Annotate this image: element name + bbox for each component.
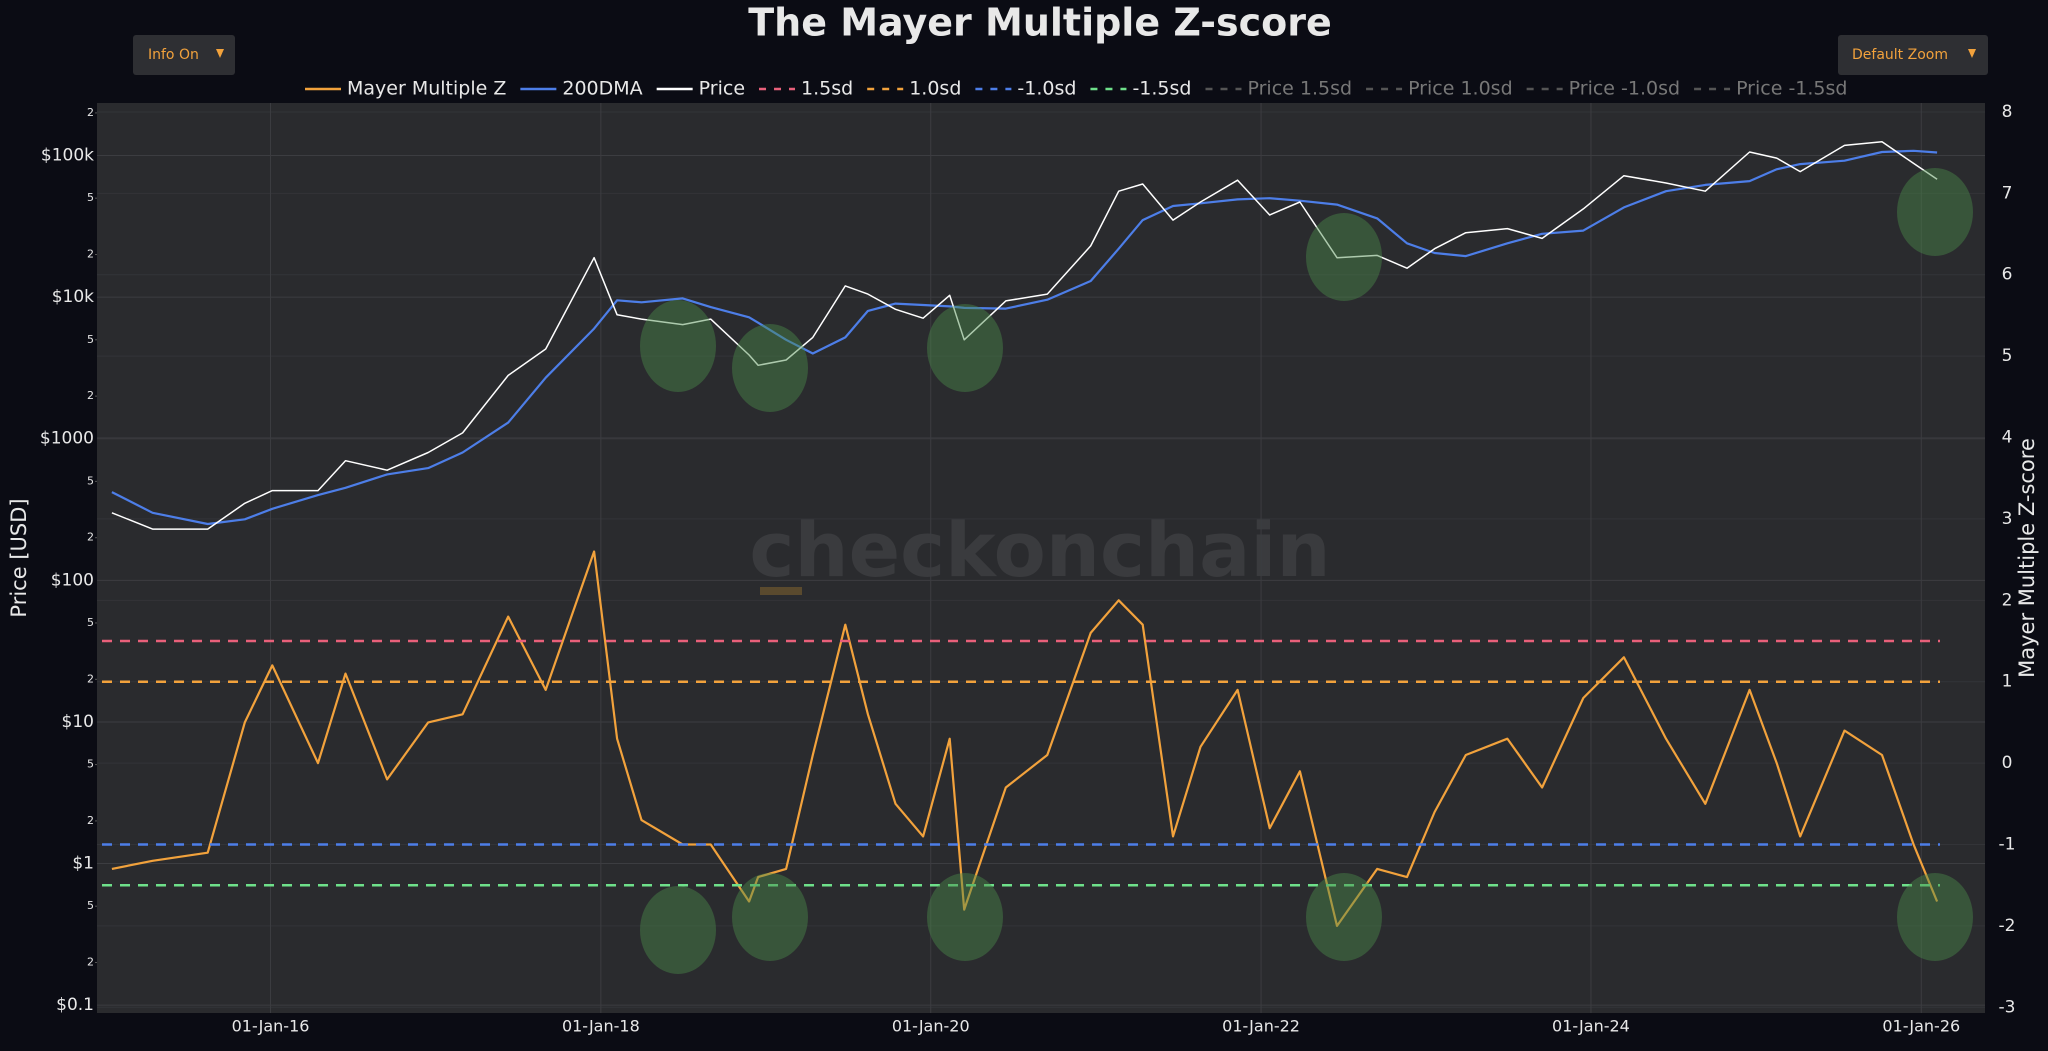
y-tick-label: 5 bbox=[87, 333, 94, 346]
highlight-circle bbox=[927, 304, 1003, 392]
highlight-circle bbox=[640, 886, 716, 974]
y2-tick-label: -1 bbox=[1999, 835, 2016, 855]
highlight-circle bbox=[1306, 873, 1382, 961]
y-tick-label: 2 bbox=[87, 248, 94, 261]
x-tick-label: 01-Jan-22 bbox=[1222, 1017, 1300, 1036]
y2-tick-label: 6 bbox=[2002, 265, 2013, 285]
y-tick-label: 5 bbox=[87, 899, 94, 912]
y-tick-label: 5 bbox=[87, 758, 94, 771]
highlight-circle bbox=[732, 324, 808, 412]
watermark-bar bbox=[760, 587, 802, 595]
button-label[interactable]: Default Zoom bbox=[1852, 47, 1948, 63]
y-axis-title: Price [USD] bbox=[7, 498, 31, 617]
y-tick-label: 2 bbox=[87, 956, 94, 969]
y2-tick-label: -2 bbox=[1999, 916, 2016, 936]
highlight-circle bbox=[927, 873, 1003, 961]
x-tick-label: 01-Jan-26 bbox=[1882, 1017, 1960, 1036]
y2-tick-label: -3 bbox=[1999, 997, 2016, 1017]
y-tick-label: 2 bbox=[87, 814, 94, 827]
y-tick-label: $1 bbox=[72, 854, 94, 874]
y-tick-label: $1000 bbox=[40, 429, 94, 449]
y-tick-label: 2 bbox=[87, 389, 94, 402]
zoom-button[interactable]: Default Zoom bbox=[1838, 35, 1988, 75]
y2-tick-label: 5 bbox=[2002, 346, 2013, 366]
highlight-circle bbox=[1897, 873, 1973, 961]
highlight-circle bbox=[1897, 168, 1973, 256]
series-line bbox=[111, 141, 1938, 530]
series-line bbox=[111, 550, 1939, 927]
series-line bbox=[111, 149, 1938, 526]
legend-label[interactable]: Price 1.5sd bbox=[1247, 78, 1352, 100]
y-tick-label: $100k bbox=[41, 146, 94, 166]
legend-label[interactable]: 1.5sd bbox=[801, 78, 853, 100]
legend-label[interactable]: -1.0sd bbox=[1017, 78, 1076, 100]
legend-label[interactable]: 1.0sd bbox=[909, 78, 961, 100]
legend-label[interactable]: Price bbox=[699, 78, 745, 100]
legend-label[interactable]: 200DMA bbox=[562, 78, 642, 100]
y-tick-label: 2 bbox=[87, 672, 94, 685]
y2-tick-label: 8 bbox=[2002, 102, 2013, 122]
y2-tick-label: 7 bbox=[2002, 183, 2013, 203]
button-label[interactable]: Info On bbox=[148, 47, 199, 63]
legend-label[interactable]: Price 1.0sd bbox=[1408, 78, 1513, 100]
highlight-circle bbox=[1306, 213, 1382, 301]
legend-label[interactable]: -1.5sd bbox=[1132, 78, 1191, 100]
button-bg[interactable] bbox=[133, 35, 235, 75]
highlight-circle bbox=[732, 873, 808, 961]
legend-label[interactable]: Price -1.0sd bbox=[1569, 78, 1680, 100]
highlights bbox=[640, 168, 1973, 974]
legend: Mayer Multiple Z 200DMA Price 1.5sd 1.0sd -1.… bbox=[305, 78, 1847, 100]
y-tick-label: $10 bbox=[62, 712, 94, 732]
y-tick-label: 5 bbox=[87, 616, 94, 629]
y2-tick-label: 2 bbox=[2002, 590, 2013, 610]
watermark: checkonchain bbox=[749, 505, 1330, 594]
series-layer bbox=[102, 141, 1940, 927]
x-tick-label: 01-Jan-20 bbox=[892, 1017, 970, 1036]
y-tick-label: 5 bbox=[87, 474, 94, 487]
highlight-circle bbox=[640, 300, 716, 392]
y2-axis-title: Mayer Multiple Z-score bbox=[2015, 438, 2039, 678]
y-tick-label: 5 bbox=[87, 191, 94, 204]
x-tick-label: 01-Jan-16 bbox=[232, 1017, 310, 1036]
legend-label[interactable]: Mayer Multiple Z bbox=[347, 78, 506, 100]
dropdown-arrow[interactable] bbox=[1968, 49, 1976, 58]
x-tick-label: 01-Jan-18 bbox=[562, 1017, 640, 1036]
y-tick-label: $100 bbox=[51, 570, 94, 590]
legend-label[interactable]: Price -1.5sd bbox=[1736, 78, 1847, 100]
y-tick-label: $0.1 bbox=[56, 995, 94, 1015]
dropdown-arrow[interactable] bbox=[216, 49, 224, 58]
y-tick-label: $10k bbox=[52, 287, 94, 307]
y2-tick-label: 0 bbox=[2002, 753, 2013, 773]
y2-tick-label: 4 bbox=[2002, 428, 2013, 448]
y2-tick-label: 1 bbox=[2002, 672, 2013, 692]
y2-tick-label: 3 bbox=[2002, 509, 2013, 529]
y-tick-label: 2 bbox=[87, 531, 94, 544]
button-bg[interactable] bbox=[1838, 35, 1988, 75]
x-tick-label: 01-Jan-24 bbox=[1552, 1017, 1630, 1036]
info-button[interactable]: Info On bbox=[133, 35, 235, 75]
chart-title: The Mayer Multiple Z-score bbox=[748, 1, 1332, 45]
y-tick-label: 2 bbox=[87, 106, 94, 119]
plot-area bbox=[97, 103, 1985, 1013]
